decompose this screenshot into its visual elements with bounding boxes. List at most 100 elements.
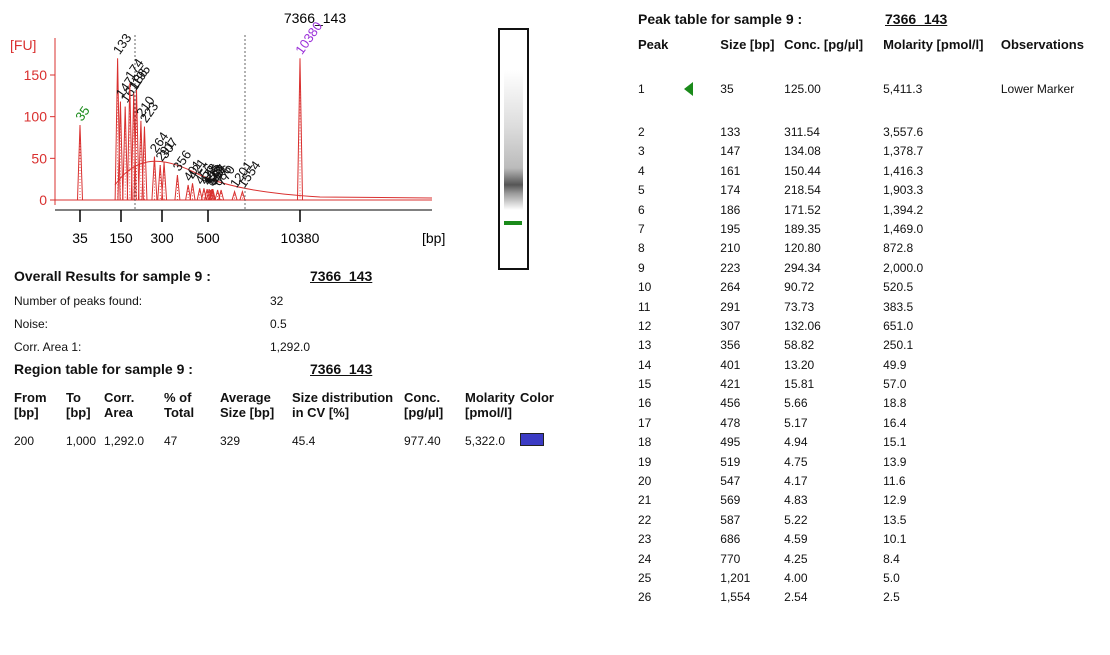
- cell: 22: [638, 513, 720, 532]
- overall-title: Overall Results for sample 9 :: [14, 268, 211, 284]
- cell: 15.1: [883, 435, 1001, 454]
- cell: 1,378.7: [883, 144, 1001, 163]
- cell: 7: [638, 222, 720, 241]
- cell: 1,000: [66, 420, 104, 448]
- cell: 456: [720, 396, 784, 415]
- column-header: Size [bp]: [720, 38, 784, 82]
- cell: 264: [720, 280, 784, 299]
- column-header: Molarity [pmol/l]: [883, 38, 1001, 82]
- overall-label: Noise:: [14, 317, 48, 331]
- cell: 651.0: [883, 319, 1001, 338]
- region-sample: 7366_143: [310, 361, 372, 377]
- cell: 291: [720, 300, 784, 319]
- cell: 133: [720, 125, 784, 144]
- cell: 329: [220, 420, 292, 448]
- x-axis-label: [bp]: [422, 230, 445, 246]
- region-table: From [bp]To [bp]Corr. Area% of TotalAver…: [14, 390, 554, 448]
- cell: 3,557.6: [883, 125, 1001, 144]
- column-header: Average Size [bp]: [220, 390, 292, 420]
- cell: 311.54: [784, 125, 883, 144]
- cell: 9: [638, 261, 720, 280]
- cell: Lower Marker: [1001, 82, 1110, 125]
- cell: 478: [720, 416, 784, 435]
- cell: 5: [638, 183, 720, 202]
- cell: 4.94: [784, 435, 883, 454]
- cell: 1,416.3: [883, 164, 1001, 183]
- cell: 13.20: [784, 358, 883, 377]
- cell: 73.73: [784, 300, 883, 319]
- cell: 8.4: [883, 552, 1001, 571]
- peak: [123, 107, 128, 200]
- column-header: % of Total: [164, 390, 220, 420]
- peak-label: 133: [110, 31, 135, 57]
- cell: 24: [638, 552, 720, 571]
- cell: 147: [720, 144, 784, 163]
- cell: 218.54: [784, 183, 883, 202]
- cell: 21: [638, 493, 720, 512]
- cell: 1,903.3: [883, 183, 1001, 202]
- page: 7366_143 [FU] [bp] 050100150351503005001…: [0, 0, 1110, 655]
- cell: 4.59: [784, 532, 883, 551]
- header-row: From [bp]To [bp]Corr. Area% of TotalAver…: [14, 390, 554, 420]
- column-header: Molarity [pmol/l]: [465, 390, 520, 420]
- column-header: Conc. [pg/µl]: [784, 38, 883, 82]
- cell: 383.5: [883, 300, 1001, 319]
- x-tick-label: 500: [196, 230, 220, 246]
- y-tick-label: 50: [31, 150, 47, 166]
- cell: 770: [720, 552, 784, 571]
- cell: 11.6: [883, 474, 1001, 493]
- cell: 15: [638, 377, 720, 396]
- cell: 11: [638, 300, 720, 319]
- cell: 20: [638, 474, 720, 493]
- cell: 171.52: [784, 203, 883, 222]
- y-tick-label: 0: [39, 192, 47, 208]
- cell: 161: [720, 164, 784, 183]
- cell: 17: [638, 416, 720, 435]
- column-header: To [bp]: [66, 390, 104, 420]
- cell: 49.9: [883, 358, 1001, 377]
- cell: 4.00: [784, 571, 883, 590]
- cell: 5,322.0: [465, 420, 520, 448]
- peak-row: 2133311.543,557.6: [638, 125, 1110, 144]
- cell: 421: [720, 377, 784, 396]
- gel-lane: [498, 28, 529, 270]
- peak-row: 261,5542.542.5: [638, 590, 1110, 609]
- peak: [190, 183, 195, 200]
- cell: 23: [638, 532, 720, 551]
- cell: 5.17: [784, 416, 883, 435]
- cell: 686: [720, 532, 784, 551]
- peak-row: 5174218.541,903.3: [638, 183, 1110, 202]
- cell: 1,292.0: [104, 420, 164, 448]
- cell: 569: [720, 493, 784, 512]
- color-cell: [520, 420, 554, 448]
- cell: 125.00: [784, 82, 883, 125]
- cell: 294.34: [784, 261, 883, 280]
- cell: 1,554: [720, 590, 784, 609]
- cell: 4.83: [784, 493, 883, 512]
- peak-row: 1026490.72520.5: [638, 280, 1110, 299]
- peak-row: 4161150.441,416.3: [638, 164, 1110, 183]
- cell: 1,469.0: [883, 222, 1001, 241]
- cell: 12.9: [883, 493, 1001, 512]
- column-header: From [bp]: [14, 390, 66, 420]
- cell: 8: [638, 241, 720, 260]
- cell: 872.8: [883, 241, 1001, 260]
- peak-row: 247704.258.4: [638, 552, 1110, 571]
- cell: 4.75: [784, 455, 883, 474]
- overall-label: Corr. Area 1:: [14, 340, 81, 354]
- cell: 4: [638, 164, 720, 183]
- cell: 16: [638, 396, 720, 415]
- y-tick-label: 150: [24, 67, 48, 83]
- cell: 2.5: [883, 590, 1001, 609]
- cell: 10: [638, 280, 720, 299]
